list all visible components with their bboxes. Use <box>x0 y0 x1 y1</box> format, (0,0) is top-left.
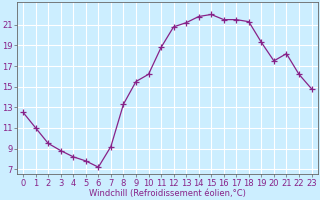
X-axis label: Windchill (Refroidissement éolien,°C): Windchill (Refroidissement éolien,°C) <box>89 189 246 198</box>
